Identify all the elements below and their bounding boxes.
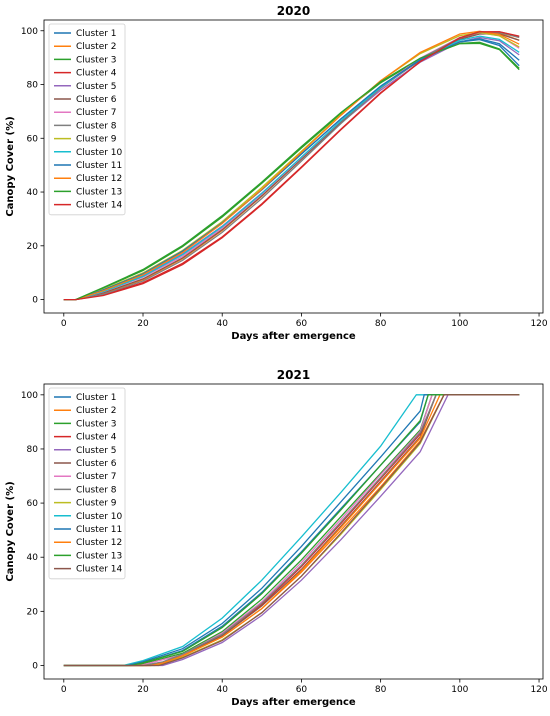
legend: Cluster 1 Cluster 2 Cluster 3 Cluster 4 Clus… <box>48 23 126 216</box>
chart-title: 2021 <box>277 368 310 382</box>
legend-entry: Cluster 9 <box>76 499 117 509</box>
legend: Cluster 1 Cluster 2 Cluster 3 Cluster 4 Clus… <box>48 387 126 580</box>
y-tick-label: 20 <box>27 242 39 252</box>
chart-panel-2021: 2021 0 20 40 60 80 100 120 0 20 40 60 80 100 Days afte… <box>5 368 548 708</box>
y-tick-label: 0 <box>32 296 38 306</box>
series-line-cluster-12 <box>63 394 520 667</box>
y-tick-label: 80 <box>27 445 39 455</box>
legend-entry: Cluster 5 <box>76 82 117 92</box>
legend-entry: Cluster 10 <box>76 148 123 158</box>
legend-entry: Cluster 14 <box>76 565 123 575</box>
x-tick-label: 100 <box>451 319 468 329</box>
legend-entry: Cluster 4 <box>76 433 117 443</box>
legend-entry: Cluster 7 <box>76 108 117 118</box>
legend-entry: Cluster 3 <box>76 419 117 429</box>
series-line-cluster-7 <box>63 394 520 667</box>
legend-box <box>48 387 126 580</box>
chart-title: 2020 <box>277 4 310 18</box>
series-line-cluster-14 <box>63 31 520 301</box>
legend-entry: Cluster 8 <box>76 121 117 131</box>
legend-box <box>48 23 126 216</box>
legend-entry: Cluster 6 <box>76 459 117 469</box>
legend-entry: Cluster 11 <box>76 161 122 171</box>
series-line-cluster-13 <box>63 394 520 667</box>
y-tick-label: 40 <box>27 188 39 198</box>
y-tick-label: 60 <box>27 499 39 509</box>
series-line-cluster-11 <box>63 394 520 667</box>
legend-entry: Cluster 8 <box>76 485 117 495</box>
legend-entry: Cluster 1 <box>76 393 117 403</box>
x-tick-label: 60 <box>296 685 308 695</box>
y-tick-label: 100 <box>21 27 38 37</box>
legend-entry: Cluster 3 <box>76 55 117 65</box>
series-line-cluster-6 <box>63 394 520 667</box>
y-tick-label: 20 <box>27 607 39 617</box>
legend-entry: Cluster 1 <box>76 29 117 39</box>
x-tick-label: 100 <box>451 685 468 695</box>
x-tick-label: 20 <box>137 685 149 695</box>
series-line-cluster-12 <box>63 30 520 301</box>
legend-entry: Cluster 10 <box>76 512 123 522</box>
y-tick-label: 40 <box>27 553 39 563</box>
series-line-cluster-1 <box>63 394 520 667</box>
legend-entry: Cluster 4 <box>76 69 117 79</box>
x-tick-label: 80 <box>375 685 387 695</box>
legend-entry: Cluster 12 <box>76 538 122 548</box>
x-axis-label: Days after emergence <box>231 331 356 342</box>
legend-entry: Cluster 9 <box>76 135 117 145</box>
series-line-cluster-11 <box>63 38 520 301</box>
legend-entry: Cluster 14 <box>76 201 123 211</box>
series-line-cluster-13 <box>63 42 520 301</box>
series-line-cluster-10 <box>63 394 520 667</box>
y-axis-label: Canopy Cover (%) <box>5 481 16 581</box>
x-tick-label: 60 <box>296 319 308 329</box>
series-line-cluster-4 <box>63 394 520 667</box>
x-tick-label: 40 <box>216 685 228 695</box>
y-tick-label: 80 <box>27 81 39 91</box>
x-tick-label: 120 <box>530 319 547 329</box>
series-line-cluster-14 <box>63 394 520 667</box>
series-line-cluster-2 <box>63 394 520 667</box>
legend-entry: Cluster 11 <box>76 525 122 535</box>
x-tick-label: 0 <box>61 685 67 695</box>
x-tick-label: 120 <box>530 685 547 695</box>
y-tick-label: 0 <box>32 661 38 671</box>
legend-entry: Cluster 13 <box>76 551 122 561</box>
legend-entry: Cluster 5 <box>76 446 117 456</box>
series-line-cluster-5 <box>63 394 520 667</box>
series-line-cluster-8 <box>63 394 520 667</box>
legend-entry: Cluster 12 <box>76 174 122 184</box>
legend-entry: Cluster 13 <box>76 187 122 197</box>
plot-frame <box>43 383 544 680</box>
legend-entry: Cluster 6 <box>76 95 117 105</box>
legend-entry: Cluster 2 <box>76 42 117 52</box>
x-axis-label: Days after emergence <box>231 697 356 708</box>
x-tick-label: 0 <box>61 319 67 329</box>
plot-frame <box>43 19 544 314</box>
legend-entry: Cluster 7 <box>76 472 117 482</box>
series-line-cluster-3 <box>63 394 520 667</box>
y-tick-label: 100 <box>21 391 38 401</box>
y-axis-label: Canopy Cover (%) <box>5 116 16 216</box>
y-tick-label: 60 <box>27 134 39 144</box>
chart-panel-2020: 2020 0 20 40 60 80 100 120 0 20 40 60 80 100 Days afte… <box>5 4 548 342</box>
series-line-cluster-10 <box>63 35 520 301</box>
x-tick-label: 20 <box>137 319 149 329</box>
x-tick-label: 80 <box>375 319 387 329</box>
series-line-cluster-6 <box>63 33 520 301</box>
series-line-cluster-9 <box>63 394 520 667</box>
legend-entry: Cluster 2 <box>76 406 117 416</box>
x-tick-label: 40 <box>216 319 228 329</box>
